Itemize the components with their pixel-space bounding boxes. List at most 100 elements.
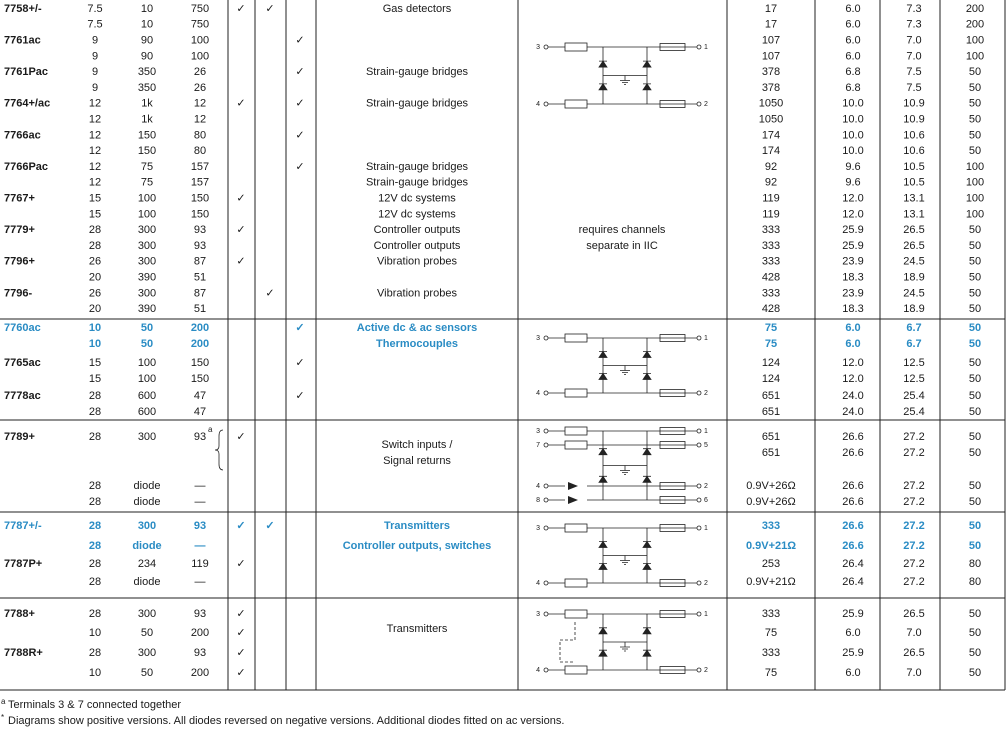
application: Vibration probes — [377, 256, 457, 268]
col-value: 107 — [762, 35, 780, 47]
model: 7758+/- — [4, 3, 42, 15]
check: ✓ — [236, 98, 245, 110]
col-value: 50 — [969, 98, 981, 110]
terminal — [543, 580, 549, 586]
model: 7766ac — [4, 129, 41, 141]
model: 7761ac — [4, 35, 41, 47]
col-current: 200 — [191, 627, 209, 639]
col-value: 6.7 — [906, 338, 921, 350]
col-resistance: 300 — [138, 240, 156, 252]
circuit-diagram: 3 1 4 2 — [536, 523, 708, 588]
col-voltage: 7.5 — [87, 19, 102, 31]
diode — [598, 627, 608, 635]
col-value: 7.3 — [906, 3, 921, 15]
col-value: 651 — [762, 431, 780, 443]
col-value: 10.5 — [903, 161, 924, 173]
col-value: 10.0 — [842, 145, 863, 157]
col-voltage: 20 — [89, 272, 101, 284]
wire — [603, 465, 647, 475]
col-value: 107 — [762, 50, 780, 62]
terminal-label: 2 — [704, 390, 708, 397]
col-value: 174 — [762, 145, 780, 157]
check: ✓ — [236, 3, 245, 15]
diode — [568, 482, 578, 490]
terminal-label: 2 — [704, 667, 708, 674]
resistor — [564, 578, 588, 588]
col-resistance: 75 — [141, 161, 153, 173]
col-value: 80 — [969, 558, 981, 570]
diode — [642, 649, 652, 657]
resistor — [564, 333, 588, 343]
col-value: 100 — [966, 208, 984, 220]
col-value: 75 — [765, 322, 777, 334]
col-resistance: diode — [134, 576, 161, 588]
col-value: 26.6 — [842, 447, 863, 459]
check: ✓ — [295, 161, 304, 173]
col-voltage: 15 — [89, 373, 101, 385]
wire — [603, 555, 647, 565]
col-voltage: 15 — [89, 357, 101, 369]
model: 7787P+ — [4, 558, 42, 570]
check: ✓ — [236, 558, 245, 570]
model: 7760ac — [4, 322, 41, 334]
model: 7787+/- — [4, 520, 42, 532]
terminal-label: 6 — [704, 497, 708, 504]
col-resistance: 10 — [141, 3, 153, 15]
col-value: 13.1 — [903, 208, 924, 220]
col-value: 50 — [969, 647, 981, 659]
col-value: 1050 — [759, 98, 783, 110]
col-voltage: 28 — [89, 647, 101, 659]
col-current: 47 — [194, 406, 206, 418]
col-value: 200 — [966, 3, 984, 15]
application: Gas detectors — [383, 3, 452, 15]
model: 7764+/ac — [4, 98, 50, 110]
col-value: 0.9V+21Ω — [746, 540, 796, 552]
col-current: — — [195, 576, 206, 588]
col-value: 18.3 — [842, 303, 863, 315]
col-value: 50 — [969, 480, 981, 492]
col-value: 10.0 — [842, 114, 863, 126]
col-voltage: 20 — [89, 303, 101, 315]
col-value: 7.3 — [906, 19, 921, 31]
col-voltage: 12 — [89, 129, 101, 141]
resistor — [564, 388, 588, 398]
diode — [642, 60, 652, 68]
col-resistance: 150 — [138, 145, 156, 157]
col-resistance: diode — [134, 480, 161, 492]
col-value: 50 — [969, 322, 981, 334]
col-current: 12 — [194, 114, 206, 126]
diode — [642, 475, 652, 483]
resistor — [564, 523, 588, 533]
col-current: 150 — [191, 373, 209, 385]
resistor — [564, 99, 588, 109]
diode — [642, 562, 652, 570]
terminal — [543, 335, 549, 341]
col-value: 50 — [969, 66, 981, 78]
check: ✓ — [236, 627, 245, 639]
col-voltage: 28 — [89, 431, 101, 443]
check: ✓ — [236, 193, 245, 205]
col-voltage: 15 — [89, 208, 101, 220]
col-value: 428 — [762, 272, 780, 284]
wire — [603, 75, 647, 85]
footnote-mark: a — [208, 425, 213, 434]
col-voltage: 28 — [89, 224, 101, 236]
application: Strain-gauge bridges — [366, 98, 469, 110]
model: 7767+ — [4, 193, 35, 205]
col-value: 428 — [762, 303, 780, 315]
col-value: 6.0 — [845, 667, 860, 679]
brace — [214, 429, 224, 471]
col-value: 200 — [966, 19, 984, 31]
col-value: 24.0 — [842, 390, 863, 402]
circuit-diagram: 3 1 7 5 4 2 8 6 — [536, 426, 708, 504]
col-value: 26.5 — [903, 647, 924, 659]
col-value: 651 — [762, 390, 780, 402]
col-value: 26.5 — [903, 608, 924, 620]
check: ✓ — [295, 35, 304, 47]
col-value: 50 — [969, 447, 981, 459]
col-value: 50 — [969, 114, 981, 126]
col-resistance: 600 — [138, 406, 156, 418]
col-value: 26.6 — [842, 480, 863, 492]
terminal-label: 8 — [536, 497, 540, 504]
col-value: 333 — [762, 608, 780, 620]
